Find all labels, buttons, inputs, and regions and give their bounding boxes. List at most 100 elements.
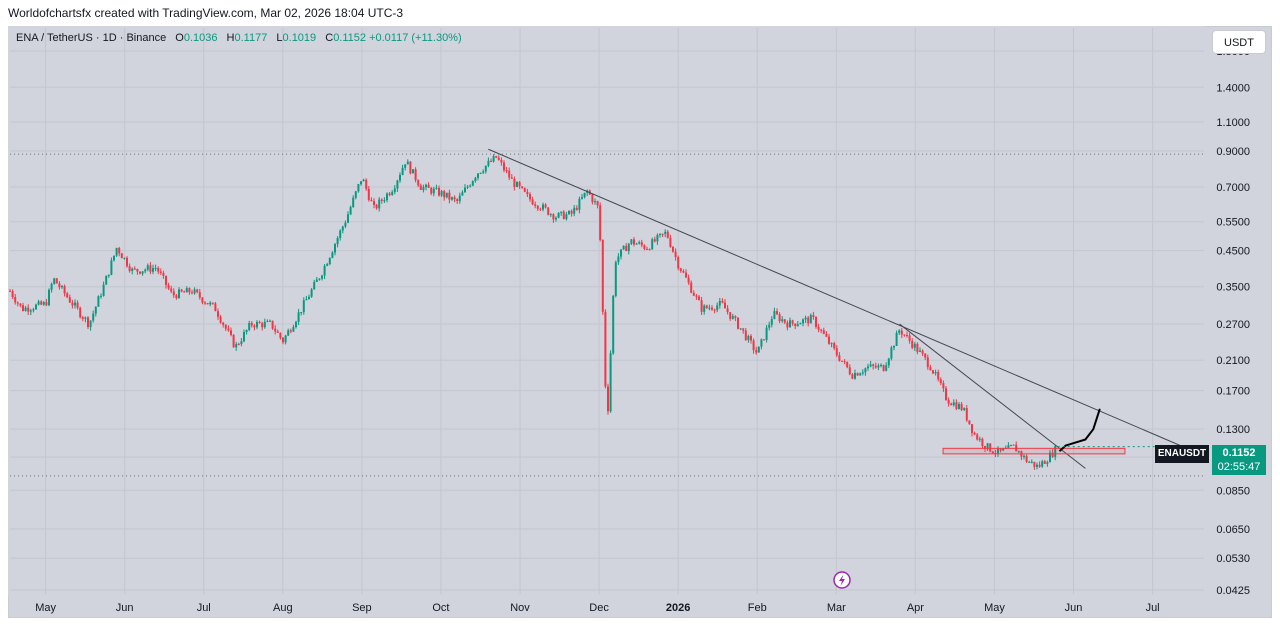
candle-body <box>903 334 906 336</box>
candle-body <box>529 194 531 200</box>
candle-body <box>53 278 56 284</box>
candle-body <box>206 303 209 305</box>
candle-body <box>1012 444 1015 446</box>
candle-body <box>539 208 542 210</box>
lightning-icon-bolt <box>839 574 845 586</box>
y-tick-label: 0.9000 <box>1216 146 1250 158</box>
candle-body <box>648 249 651 251</box>
candle-body <box>422 187 425 190</box>
candle-body <box>752 340 755 351</box>
x-tick-label: Jul <box>1146 602 1160 614</box>
candle-body <box>820 329 823 331</box>
symbol-title[interactable]: ENA / TetherUS · 1D · Binance <box>16 32 167 44</box>
candle-body <box>1041 461 1044 467</box>
candle-body <box>869 364 872 367</box>
candle-body <box>386 193 388 201</box>
candle-body <box>487 160 490 166</box>
candle-body <box>123 257 126 259</box>
candle-body <box>542 204 544 210</box>
candle-body <box>474 177 477 181</box>
candle-body <box>794 323 797 327</box>
candle-body <box>721 300 724 303</box>
candle-body <box>354 191 357 198</box>
x-tick-label: Mar <box>827 602 846 614</box>
candle-body <box>841 360 843 362</box>
candle-body <box>620 249 622 257</box>
candle-body <box>653 239 656 242</box>
candle-body <box>227 328 230 331</box>
candle-body <box>196 289 199 293</box>
candle-body <box>573 207 576 214</box>
candle-body <box>599 205 602 240</box>
candle-body <box>302 300 305 313</box>
x-tick-label: May <box>35 602 56 614</box>
candle-body <box>765 327 768 340</box>
candle-body <box>773 311 776 319</box>
candle-body <box>999 448 1002 451</box>
open-label: O <box>175 32 184 44</box>
candle-body <box>42 302 45 305</box>
candle-body <box>409 161 412 174</box>
candle-body <box>165 275 167 286</box>
candle-body <box>399 174 401 181</box>
candle-body <box>817 326 820 330</box>
candle-body <box>513 178 516 187</box>
candle-body <box>310 289 313 297</box>
candle-body <box>432 188 435 194</box>
candle-body <box>274 328 277 332</box>
close-label: C <box>325 32 334 44</box>
candle-body <box>419 185 422 190</box>
candle-body <box>854 373 856 379</box>
candle-body <box>178 289 180 299</box>
candle-body <box>466 186 469 188</box>
candle-body <box>552 214 555 220</box>
y-tick-label: 0.1300 <box>1216 424 1250 436</box>
candle-body <box>352 197 355 208</box>
grid <box>10 28 1204 594</box>
candle-body <box>997 448 999 454</box>
candle-body <box>555 217 557 220</box>
candle-body <box>136 268 139 272</box>
candle-body <box>544 204 547 208</box>
candle-body <box>245 329 248 333</box>
candle-body <box>770 318 773 325</box>
candle-body <box>235 343 238 348</box>
candle-body <box>700 300 703 312</box>
candle-body <box>750 335 752 341</box>
candle-body <box>380 199 383 201</box>
candle-body <box>534 204 537 206</box>
candle-body <box>929 367 932 371</box>
currency-button[interactable]: USDT <box>1212 30 1266 54</box>
candle-body <box>308 296 310 300</box>
candle-body <box>32 309 35 311</box>
candle-body <box>547 207 550 215</box>
x-tick-label: Jun <box>1065 602 1083 614</box>
candle-body <box>16 302 19 304</box>
candle-body <box>230 330 232 335</box>
candle-body <box>747 335 750 341</box>
candle-body <box>401 167 404 175</box>
candle-body <box>435 187 438 189</box>
candle-body <box>378 199 381 209</box>
candle-body <box>105 275 108 285</box>
candle-body <box>362 179 365 182</box>
candle-body <box>846 361 849 368</box>
candle-body <box>578 198 581 210</box>
candle-body <box>162 272 165 276</box>
candle-body <box>822 330 825 334</box>
candle-body <box>471 180 474 186</box>
candle-body <box>562 211 565 220</box>
candle-body <box>859 373 862 376</box>
candle-body <box>219 316 222 323</box>
candle-body <box>812 315 815 317</box>
candle-body <box>256 321 258 328</box>
plot-area[interactable] <box>8 26 1204 596</box>
candle-body <box>326 264 329 266</box>
candle-body <box>698 296 700 301</box>
candle-body <box>263 321 266 328</box>
lightning-icon[interactable] <box>833 571 851 589</box>
candle-body <box>651 239 654 250</box>
open-value: 0.1036 <box>183 32 218 44</box>
candle-body <box>55 278 58 284</box>
